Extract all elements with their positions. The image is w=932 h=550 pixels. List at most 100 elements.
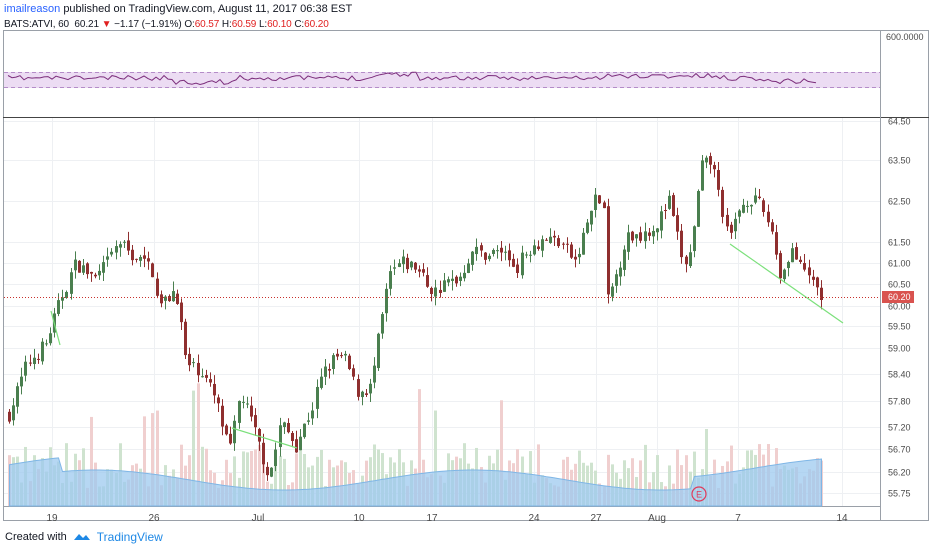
candle-body: [742, 204, 745, 213]
candle-body: [16, 386, 19, 407]
price-tick-label: 57.20: [888, 423, 911, 433]
candle-body: [139, 256, 142, 261]
candle-body: [381, 314, 384, 334]
time-axis[interactable]: 19 26 Jul 10 17 24 27 Aug 7 14: [46, 513, 848, 524]
trend-line-2[interactable]: [231, 427, 298, 449]
candle-body: [328, 369, 331, 371]
candle-body: [475, 246, 478, 255]
candle-body: [266, 466, 269, 476]
last-price: 60.21: [74, 19, 99, 30]
candle-body: [250, 405, 253, 417]
volume-bar: [201, 446, 204, 506]
volume-bar: [254, 449, 257, 506]
trend-line-1[interactable]: [50, 310, 61, 346]
price-grid: [4, 118, 880, 506]
candle-body: [262, 442, 265, 465]
candle-body: [566, 243, 569, 245]
candle-body: [697, 191, 700, 227]
volume-bar: [434, 410, 437, 506]
footer: Created with TradingView: [5, 530, 163, 544]
volume-bar: [242, 451, 245, 506]
candle-body: [582, 232, 585, 255]
candle-body: [180, 302, 183, 323]
volume-bar: [705, 429, 708, 506]
candle-body: [311, 410, 314, 419]
candle-body: [344, 353, 347, 356]
time-tick-label: 26: [148, 513, 160, 524]
price-tick-label: 56.70: [888, 445, 911, 455]
volume-bar: [205, 448, 208, 506]
candle-body: [98, 270, 101, 276]
candle-body: [525, 254, 528, 256]
time-tick-label: 10: [353, 513, 365, 524]
volume-bar: [685, 455, 688, 506]
candle-body: [123, 241, 126, 243]
candle-body: [197, 362, 200, 376]
candle-body: [512, 258, 515, 267]
candle-body: [57, 300, 60, 314]
candle-body: [238, 400, 241, 423]
candle-body: [389, 271, 392, 289]
candle-body: [414, 262, 417, 270]
candle-body: [639, 232, 642, 241]
candle-body: [316, 386, 319, 409]
candle-body: [270, 467, 273, 477]
candle-body: [680, 230, 683, 258]
candle-body: [463, 272, 466, 279]
volume-bar: [652, 472, 655, 506]
candle-body: [283, 422, 286, 427]
candle-body: [156, 278, 159, 296]
volume-bar: [143, 416, 146, 506]
volume-bar: [316, 456, 319, 506]
candle-body: [398, 263, 401, 267]
candle-body: [656, 228, 659, 233]
candle-body: [307, 420, 310, 422]
volume-bar: [631, 458, 634, 506]
candle-body: [574, 256, 577, 260]
candle-body: [86, 263, 89, 275]
candle-body: [406, 257, 409, 270]
candle-body: [611, 286, 614, 297]
candle-body: [369, 383, 372, 394]
earnings-event-icon[interactable]: [691, 486, 707, 502]
rsi-axis-tick: 600.0000: [886, 32, 924, 42]
candle-body: [188, 353, 191, 366]
candle-body: [447, 279, 450, 283]
close-value: 60.20: [304, 19, 329, 30]
candle-body: [783, 269, 786, 280]
tradingview-logo-icon: [73, 534, 90, 540]
candle-body: [45, 343, 48, 345]
candle-body: [660, 211, 663, 231]
candle-body: [41, 341, 44, 362]
candle-body: [508, 250, 511, 261]
candle-body: [533, 245, 536, 255]
candle-body: [795, 247, 798, 260]
candle-body: [332, 355, 335, 369]
time-tick-label: Jul: [252, 513, 265, 524]
volume-bar: [680, 465, 683, 506]
candle-body: [274, 449, 277, 467]
candle-body: [459, 276, 462, 281]
candle-body: [201, 376, 204, 378]
symbol-label: BATS:ATVI, 60: [4, 19, 70, 30]
candle-body: [607, 206, 610, 295]
time-tick-label: Aug: [648, 513, 666, 524]
author-link[interactable]: imailreason: [4, 3, 61, 15]
price-tick-label: 64.50: [888, 117, 911, 127]
price-axis[interactable]: 64.50 63.50 62.50 61.50 61.00 60.50 60.00 59.50…: [888, 117, 911, 499]
candle-body: [799, 259, 802, 262]
candle-body: [754, 195, 757, 203]
low-label: L:: [258, 19, 268, 30]
candle-body: [590, 210, 593, 225]
price-tick-label: 60.50: [888, 280, 911, 290]
candle-body: [418, 269, 421, 272]
trend-line-3[interactable]: [729, 243, 844, 324]
tradingview-brand[interactable]: TradingView: [96, 530, 163, 544]
candle-body: [750, 204, 753, 207]
candle-body: [672, 195, 675, 216]
price-tick-label: 56.20: [888, 468, 911, 478]
candle-body: [258, 429, 261, 442]
candle-body: [812, 276, 815, 280]
candle-body: [738, 210, 741, 217]
